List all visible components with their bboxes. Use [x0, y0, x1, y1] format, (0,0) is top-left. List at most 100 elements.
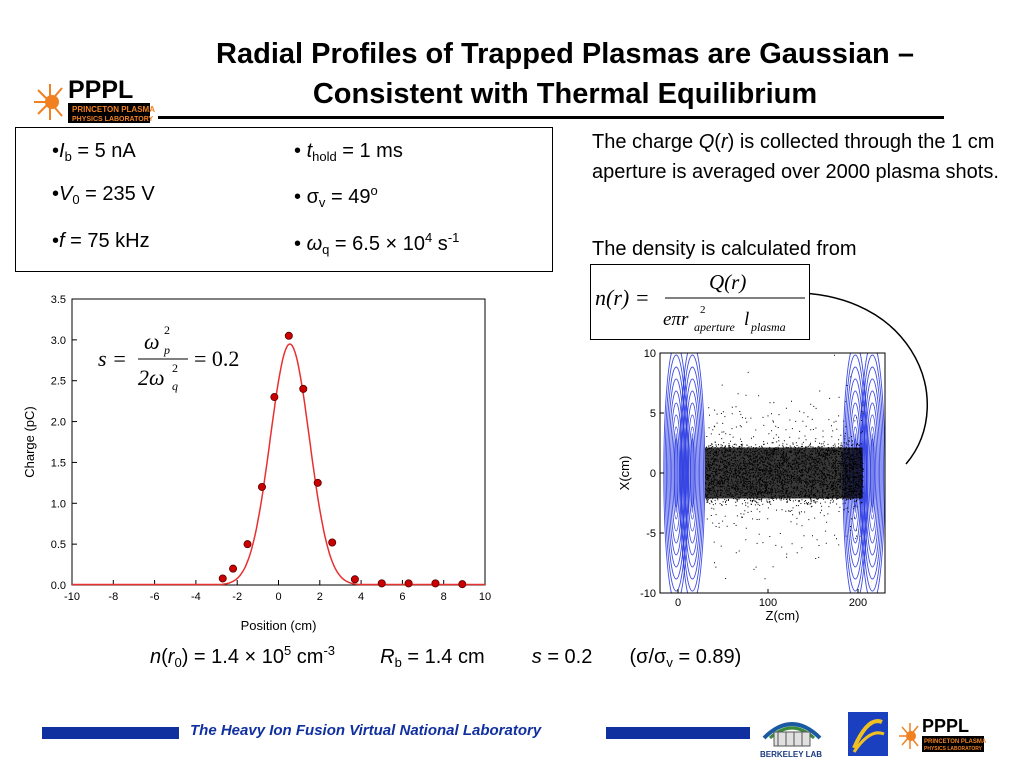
pppl-logo-footer: PPPL PRINCETON PLASMA PHYSICS LABORATORY	[899, 716, 987, 752]
sim-y-tick-label: -5	[646, 528, 656, 540]
s-formula-num: ω	[144, 329, 160, 354]
pppl-logo: PPPL PRINCETON PLASMA PHYSICS LABORATORY	[34, 76, 155, 123]
y-tick-label: 0.0	[51, 580, 66, 592]
data-point	[458, 580, 467, 589]
fusion-logo	[848, 712, 888, 756]
param-phase-advance: • σv = 49o	[294, 183, 378, 210]
y-tick-label: 1.5	[51, 457, 66, 469]
pppl-line2-footer: PHYSICS LABORATORY	[924, 746, 983, 752]
contour-line	[668, 390, 684, 556]
gaussian-fit-line	[72, 343, 485, 586]
contour-line	[868, 426, 877, 520]
note-charge-collection: The charge Q(r) is collected through the…	[592, 131, 999, 183]
pppl-line2: PHYSICS LABORATORY	[72, 116, 153, 123]
x-tick-label: -10	[64, 591, 80, 603]
formula-den-sup: 2	[700, 304, 706, 316]
density-formula: n(r) = Q(r) eπr 2 aperture l plasma	[590, 264, 810, 340]
results-line: n(r0) = 1.4 × 105 cm-3 Rb = 1.4 cm s = 0…	[150, 643, 870, 670]
s-formula-den-sub: q	[172, 379, 178, 393]
title-rule	[158, 116, 944, 119]
contour-line	[863, 378, 882, 568]
y-tick-label: 0.5	[51, 539, 66, 551]
formula-den-sub: aperture	[694, 320, 736, 334]
contour-core	[690, 433, 695, 513]
slide-title: Radial Profiles of Trapped Plasmas are G…	[150, 34, 980, 114]
s-formula-den: 2ω	[138, 365, 165, 390]
s-formula-num-sup: 2	[164, 323, 170, 337]
data-point	[257, 482, 266, 491]
data-point	[350, 575, 359, 584]
data-point	[229, 564, 238, 573]
sim-x-tick-label: 0	[675, 597, 681, 609]
footer-bar-right	[606, 727, 750, 739]
contour-line	[669, 402, 683, 544]
s-formula-rhs: = 0.2	[194, 346, 239, 371]
arrow-connector	[767, 285, 929, 465]
contour-line	[667, 378, 686, 568]
param-omega-q: • ωq = 6.5 × 104 s-1	[294, 230, 460, 257]
note-density: The density is calculated from	[592, 238, 857, 260]
data-point	[243, 540, 252, 549]
param-beam-current: •Ib = 5 nA	[52, 140, 136, 164]
result-s: s = 0.2	[531, 646, 593, 668]
data-point	[313, 478, 322, 487]
sim-y-tick-label: 0	[650, 468, 656, 480]
pppl-line1: PRINCETON PLASMA	[72, 105, 155, 114]
param-hold-time: • thold = 1 ms	[294, 140, 403, 164]
data-point	[328, 538, 337, 547]
contour-line	[684, 390, 701, 556]
s-formula-lhs: s =	[98, 346, 127, 371]
result-density: n(r0) = 1.4 × 105 cm-3	[150, 643, 336, 670]
sim-y-tick-label: 10	[644, 348, 656, 360]
contour-line	[867, 414, 878, 532]
x-tick-label: -4	[191, 591, 201, 603]
footer-bar-left	[42, 727, 179, 739]
contour-line	[680, 354, 704, 592]
sim-y-tick-label: 5	[650, 408, 656, 420]
result-beam-radius: Rb = 1.4 cm	[380, 646, 485, 670]
footer-text: The Heavy Ion Fusion Virtual National La…	[190, 722, 542, 739]
contour-line	[687, 414, 698, 532]
berkeley-lab-text: BERKELEY LAB	[760, 750, 822, 759]
pppl-letters: PPPL	[68, 76, 133, 104]
x-tick-label: -6	[150, 591, 160, 603]
contour-line	[862, 366, 883, 580]
contour-line	[671, 414, 682, 532]
contour-core	[674, 433, 679, 513]
x-tick-label: 0	[275, 591, 281, 603]
contour-line	[665, 366, 687, 580]
y-tick-label: 1.0	[51, 498, 66, 510]
s-formula: s = ω 2 p 2ω 2 q = 0.2	[98, 323, 239, 393]
formula-den-a: eπr	[663, 309, 689, 330]
particle-core	[705, 447, 863, 499]
data-point	[284, 331, 293, 340]
x-tick-label: 4	[358, 591, 364, 603]
result-ratio: (σ/σv = 0.89)	[629, 646, 742, 670]
param-frequency: •f = 75 kHz	[52, 230, 150, 252]
formula-numerator: Q(r)	[709, 270, 746, 294]
sim-x-tick-label: 200	[849, 597, 867, 609]
param-voltage: •V0 = 235 V	[52, 183, 155, 207]
contour-line	[686, 402, 699, 544]
sim-x-axis-label: Z(cm)	[766, 608, 800, 623]
contour-line	[688, 426, 697, 520]
contour-line	[664, 354, 688, 592]
x-tick-label: -8	[108, 591, 118, 603]
data-point	[270, 393, 279, 402]
x-tick-label: 10	[479, 591, 491, 603]
parameters-box: •Ib = 5 nA •V0 = 235 V •f = 75 kHz • tho…	[15, 127, 553, 272]
x-tick-label: 8	[441, 591, 447, 603]
data-point	[431, 579, 440, 588]
data-point	[218, 574, 227, 583]
sim-x-tick-label: 100	[759, 597, 777, 609]
s-formula-num-sub: p	[163, 343, 170, 357]
sim-y-axis-label: X(cm)	[617, 456, 632, 491]
x-tick-label: -2	[232, 591, 242, 603]
y-tick-label: 2.0	[51, 417, 66, 429]
y-tick-label: 3.5	[51, 294, 66, 306]
data-point	[377, 579, 386, 588]
x-tick-label: 2	[317, 591, 323, 603]
berkeley-lab-logo: BERKELEY LAB	[760, 722, 822, 759]
formula-den-b: l	[744, 309, 749, 330]
formula-den-sub2: plasma	[750, 320, 786, 334]
